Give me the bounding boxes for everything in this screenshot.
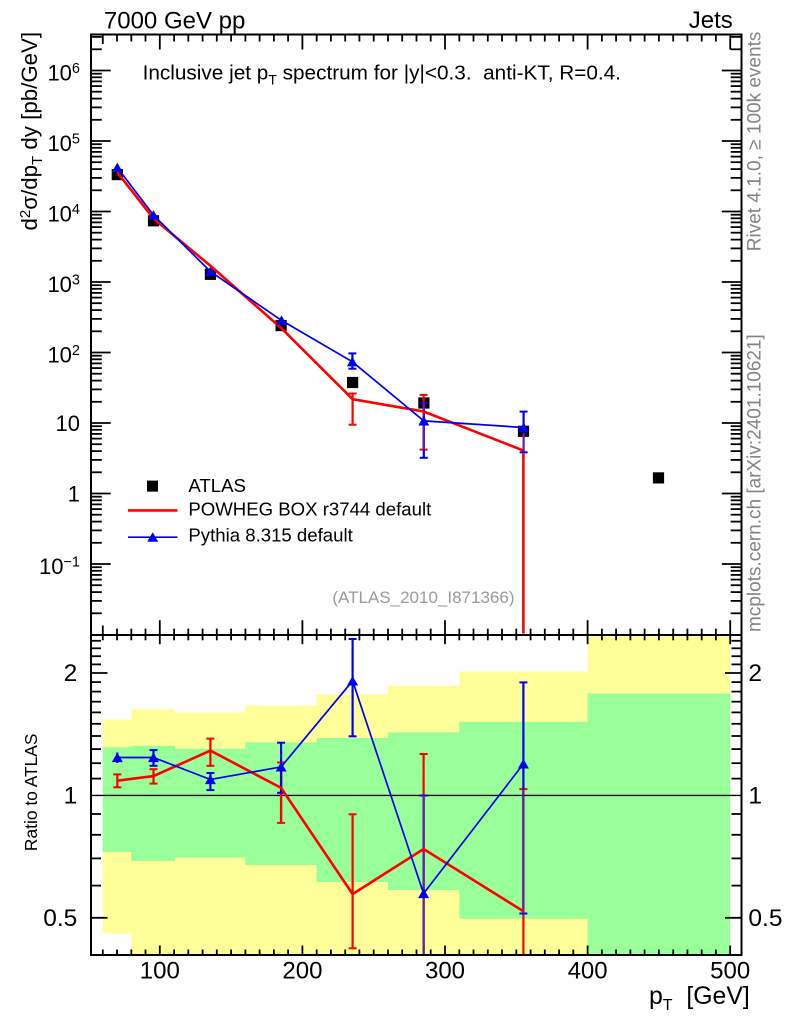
- svg-text:d2σ/dpT dy [pb/GeV]: d2σ/dpT dy [pb/GeV]: [17, 32, 46, 231]
- svg-text:Ratio to ATLAS: Ratio to ATLAS: [21, 733, 41, 851]
- svg-text:100: 100: [140, 958, 180, 985]
- svg-text:1: 1: [64, 783, 78, 810]
- svg-text:(ATLAS_2010_I871366): (ATLAS_2010_I871366): [332, 588, 514, 607]
- svg-text:1: 1: [68, 482, 80, 507]
- svg-text:0.5: 0.5: [43, 905, 77, 932]
- svg-text:1: 1: [748, 783, 762, 810]
- svg-text:300: 300: [425, 958, 465, 985]
- svg-text:Rivet 4.1.0, ≥ 100k events: Rivet 4.1.0, ≥ 100k events: [745, 32, 766, 252]
- svg-text:Jets: Jets: [689, 7, 733, 34]
- svg-text:0.5: 0.5: [748, 905, 782, 932]
- svg-text:mcplots.cern.ch [arXiv:2401.10: mcplots.cern.ch [arXiv:2401.10621]: [745, 334, 766, 632]
- svg-text:104: 104: [47, 202, 80, 227]
- svg-text:Pythia 8.315 default: Pythia 8.315 default: [188, 525, 353, 546]
- svg-text:500: 500: [710, 958, 750, 985]
- svg-text:Inclusive jet pT spectrum for: Inclusive jet pT spectrum for |y|<0.3. a…: [143, 62, 621, 88]
- svg-text:7000 GeV pp: 7000 GeV pp: [104, 7, 245, 34]
- svg-text:400: 400: [568, 958, 608, 985]
- svg-text:10: 10: [56, 411, 80, 436]
- svg-text:10−1: 10−1: [39, 554, 80, 579]
- svg-text:POWHEG BOX r3744 default: POWHEG BOX r3744 default: [188, 499, 432, 520]
- svg-text:2: 2: [748, 660, 762, 687]
- svg-text:200: 200: [282, 958, 322, 985]
- svg-text:ATLAS: ATLAS: [188, 475, 246, 496]
- svg-text:2: 2: [64, 660, 78, 687]
